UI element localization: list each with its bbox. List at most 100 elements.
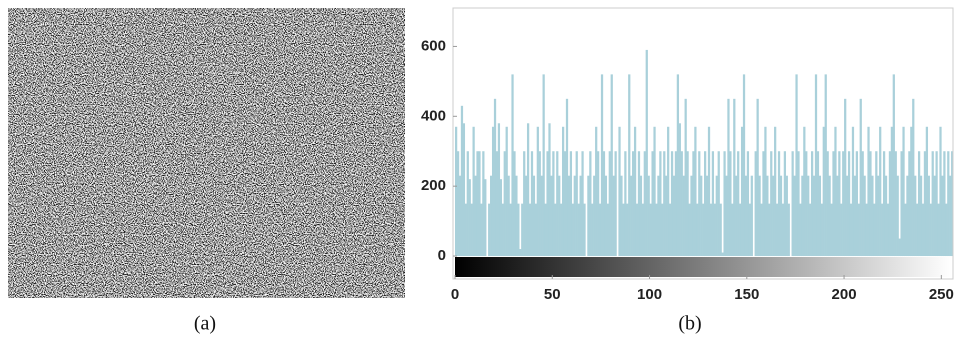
bar bbox=[805, 151, 807, 256]
bar bbox=[583, 204, 585, 256]
bar bbox=[883, 151, 885, 256]
bar bbox=[554, 204, 556, 256]
bar bbox=[669, 204, 671, 256]
bar bbox=[906, 176, 908, 256]
bar bbox=[677, 74, 679, 256]
bar bbox=[712, 151, 714, 256]
bar bbox=[471, 204, 473, 256]
bar bbox=[912, 99, 914, 256]
bar bbox=[650, 204, 652, 256]
bar bbox=[926, 127, 928, 256]
bar bbox=[461, 106, 463, 256]
bar bbox=[611, 74, 613, 256]
noise-image bbox=[8, 8, 405, 298]
bar bbox=[778, 151, 780, 256]
bar bbox=[646, 50, 648, 256]
bar bbox=[473, 127, 475, 256]
bar bbox=[690, 176, 692, 256]
bar bbox=[599, 204, 601, 256]
bar bbox=[657, 176, 659, 256]
bar bbox=[587, 176, 589, 256]
bar bbox=[910, 127, 912, 256]
bar bbox=[708, 127, 710, 256]
y-tick-label: 400 bbox=[421, 107, 446, 124]
bar bbox=[671, 151, 673, 256]
bar bbox=[653, 127, 655, 256]
bar bbox=[815, 74, 817, 256]
bar bbox=[609, 151, 611, 256]
bar bbox=[696, 204, 698, 256]
bar bbox=[527, 123, 529, 256]
bar bbox=[811, 151, 813, 256]
bar bbox=[488, 204, 490, 256]
caption: (b) bbox=[678, 313, 701, 335]
bar bbox=[720, 204, 722, 256]
x-tick-label: 0 bbox=[451, 286, 459, 303]
bar bbox=[782, 204, 784, 256]
bar bbox=[509, 204, 511, 256]
bar bbox=[877, 176, 879, 256]
bar bbox=[686, 151, 688, 256]
x-tick-label: 250 bbox=[929, 286, 954, 303]
bar bbox=[537, 127, 539, 256]
bar bbox=[702, 204, 704, 256]
bar bbox=[502, 204, 504, 256]
bar bbox=[854, 176, 856, 256]
bar bbox=[731, 204, 733, 256]
bar bbox=[506, 127, 508, 256]
bar bbox=[513, 151, 515, 256]
bar bbox=[683, 176, 685, 256]
bar bbox=[544, 204, 546, 256]
bar bbox=[770, 151, 772, 256]
bar bbox=[622, 204, 624, 256]
bar bbox=[535, 204, 537, 256]
bar bbox=[605, 176, 607, 256]
bar bbox=[634, 127, 636, 256]
bar bbox=[743, 74, 745, 256]
bar bbox=[511, 74, 513, 256]
bar bbox=[755, 151, 757, 256]
bar bbox=[508, 176, 510, 256]
bar bbox=[908, 151, 910, 256]
bar bbox=[589, 151, 591, 256]
bar bbox=[665, 176, 667, 256]
bar bbox=[803, 127, 805, 256]
bar bbox=[496, 151, 498, 256]
bar bbox=[875, 151, 877, 256]
bar bbox=[834, 127, 836, 256]
bar bbox=[766, 176, 768, 256]
bar bbox=[792, 151, 794, 256]
bar bbox=[745, 176, 747, 256]
bar bbox=[807, 176, 809, 256]
bar bbox=[714, 204, 716, 256]
bar bbox=[490, 176, 492, 256]
bar bbox=[601, 74, 603, 256]
x-tick-label: 200 bbox=[832, 286, 857, 303]
bar bbox=[562, 127, 564, 256]
bar bbox=[739, 204, 741, 256]
bar bbox=[776, 204, 778, 256]
bar bbox=[772, 176, 774, 256]
bar bbox=[618, 127, 620, 256]
caption: (a) bbox=[194, 313, 216, 335]
gray-scale-bar bbox=[455, 257, 952, 277]
bar bbox=[659, 151, 661, 256]
bar bbox=[856, 151, 858, 256]
bar bbox=[568, 176, 570, 256]
bar bbox=[640, 176, 642, 256]
bar bbox=[937, 204, 939, 256]
bar bbox=[476, 151, 478, 256]
bar bbox=[546, 151, 548, 256]
bar bbox=[836, 176, 838, 256]
bar bbox=[679, 123, 681, 256]
bar bbox=[469, 179, 471, 256]
bar bbox=[620, 176, 622, 256]
y-tick-label: 0 bbox=[438, 247, 446, 264]
bar bbox=[642, 204, 644, 256]
bar bbox=[500, 179, 502, 256]
bar bbox=[924, 151, 926, 256]
bar bbox=[795, 74, 797, 256]
bar bbox=[607, 204, 609, 256]
bar bbox=[897, 176, 899, 256]
bar bbox=[675, 151, 677, 256]
